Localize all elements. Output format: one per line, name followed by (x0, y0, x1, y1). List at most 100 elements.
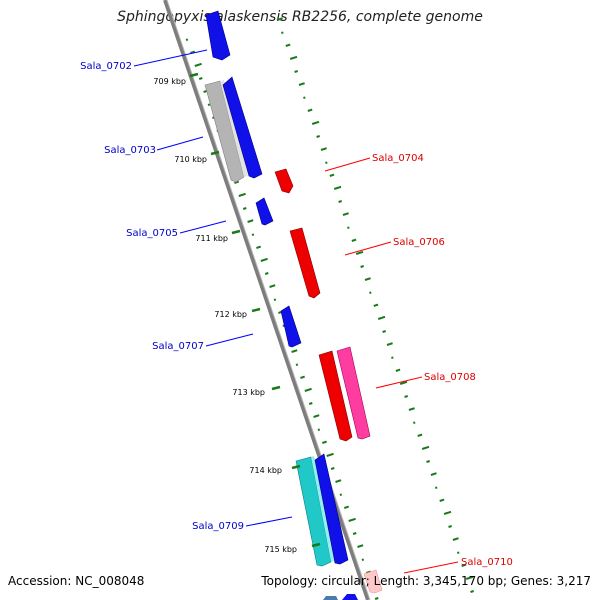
gc-dot-right (439, 498, 445, 502)
gc-dot-right (465, 575, 474, 580)
gc-dot-right (417, 433, 423, 437)
gc-dot-left (264, 272, 269, 275)
gc-dot-right (320, 147, 327, 151)
gc-dot-right (452, 537, 459, 541)
gene-label-sala-0702[interactable]: Sala_0702 (80, 61, 132, 72)
gene-label-sala-0703[interactable]: Sala_0703 (104, 145, 156, 156)
gc-dot-right (399, 380, 408, 385)
gc-dot-left (326, 452, 334, 457)
gc-dot-left (317, 428, 321, 431)
tick-label-714: 714 kbp (249, 466, 282, 475)
cyan-feature-shade (311, 456, 334, 562)
gc-dot-right (351, 238, 357, 242)
gc-dot-right (408, 407, 415, 411)
gene-sala-0705-feature[interactable] (255, 197, 274, 226)
leader-sala-0704 (324, 157, 371, 172)
gc-dot-left (238, 192, 246, 197)
partial-feature-bottom-blue (342, 594, 358, 600)
gc-dot-right (369, 291, 372, 294)
gc-dot-right (386, 342, 393, 346)
gc-dot-right (333, 185, 342, 190)
leader-sala-0703 (156, 136, 204, 151)
accession-text: Accession: NC_008048 (8, 574, 145, 588)
gc-dot-left (273, 298, 277, 301)
gc-dot-left (313, 414, 320, 418)
gc-dot-left (207, 103, 211, 106)
leader-sala-0709 (245, 516, 293, 527)
gc-dot-right (329, 173, 335, 177)
gene-label-sala-0708[interactable]: Sala_0708 (424, 372, 476, 383)
gc-dot-left (304, 387, 312, 392)
gc-dot-left (185, 38, 189, 41)
leader-sala-0706 (344, 241, 392, 256)
forward-strand-features (274, 168, 383, 594)
gc-dot-right (404, 395, 409, 398)
gene-label-sala-0707[interactable]: Sala_0707 (152, 341, 204, 352)
gc-dot-left (352, 532, 357, 535)
gene-sala-0704-feature[interactable] (274, 168, 294, 194)
gc-dot-right (395, 368, 401, 372)
gene-sala-0703-grey-feature[interactable] (204, 80, 245, 183)
gene-label-sala-0706[interactable]: Sala_0706 (393, 237, 445, 248)
gene-sala-0708-feature[interactable] (318, 350, 353, 442)
gc-dot-right (364, 277, 371, 281)
gene-sala-0708-pink-feature[interactable] (336, 346, 371, 440)
backbone-line (163, 0, 370, 600)
gc-dot-right (448, 525, 452, 528)
gc-dot-left (330, 467, 335, 470)
gc-dot-right (391, 356, 394, 359)
gc-dot-right (461, 563, 467, 567)
gene-sala-0709-feature[interactable] (314, 453, 349, 565)
gene-label-sala-0705[interactable]: Sala_0705 (126, 228, 178, 239)
gc-dot-left (343, 505, 350, 509)
forward-gene-labels: Sala_0704 Sala_0706 Sala_0708 Sala_0710 (324, 153, 513, 574)
gene-label-sala-0709[interactable]: Sala_0709 (192, 521, 244, 532)
gene-label-sala-0710[interactable]: Sala_0710 (461, 557, 513, 568)
backbone (163, 0, 371, 600)
gene-sala-0707-feature[interactable] (280, 305, 302, 348)
tick-709 (189, 72, 199, 78)
gc-dot-right (360, 265, 365, 268)
gc-dot-right (325, 161, 328, 164)
partial-feature-bottom-steel (323, 596, 338, 600)
gene-sala-0710-feature[interactable] (363, 569, 383, 594)
gc-dot-right (421, 445, 430, 450)
gc-dot-left (339, 493, 343, 496)
gc-dot-right (338, 200, 343, 203)
gc-dot-right (434, 486, 438, 489)
gc-dot-right (355, 250, 364, 255)
gc-dot-left (198, 77, 203, 80)
leader-sala-0710 (403, 561, 459, 574)
gc-dot-left (300, 375, 306, 379)
gc-dot-right (377, 315, 386, 320)
gene-sala-0703-feature[interactable] (222, 76, 263, 179)
gc-dot-left (190, 50, 196, 54)
tick-712 (251, 307, 261, 313)
tick-label-715: 715 kbp (264, 545, 297, 554)
grey-feature-shade (220, 80, 248, 177)
gc-dot-left (357, 544, 364, 548)
gc-dot-left (348, 517, 356, 522)
gc-dot-left (194, 62, 202, 67)
gene-sala-0702-feature[interactable] (205, 10, 231, 61)
gc-dot-right (342, 212, 349, 216)
tick-label-711: 711 kbp (195, 234, 228, 243)
gene-sala-0709-cyan-feature[interactable] (295, 456, 332, 567)
leader-sala-0705 (179, 220, 227, 234)
tick-714 (291, 464, 301, 470)
gc-dot-left (256, 245, 262, 249)
gc-dot-right (373, 303, 379, 307)
gc-dot-left (295, 363, 299, 366)
tick-711 (231, 229, 241, 235)
tick-710 (210, 150, 220, 156)
gene-sala-0706-feature[interactable] (289, 227, 321, 299)
gene-label-sala-0704[interactable]: Sala_0704 (372, 153, 424, 164)
gc-dot-right (382, 330, 387, 333)
gc-dot-right (426, 460, 430, 463)
tick-715 (311, 542, 321, 548)
tick-713 (271, 385, 281, 391)
gc-dot-right (285, 43, 291, 47)
scale-ticks: 709 kbp 710 kbp 711 kbp 712 kbp 713 kbp … (153, 72, 321, 554)
gc-dot-right (294, 70, 299, 73)
